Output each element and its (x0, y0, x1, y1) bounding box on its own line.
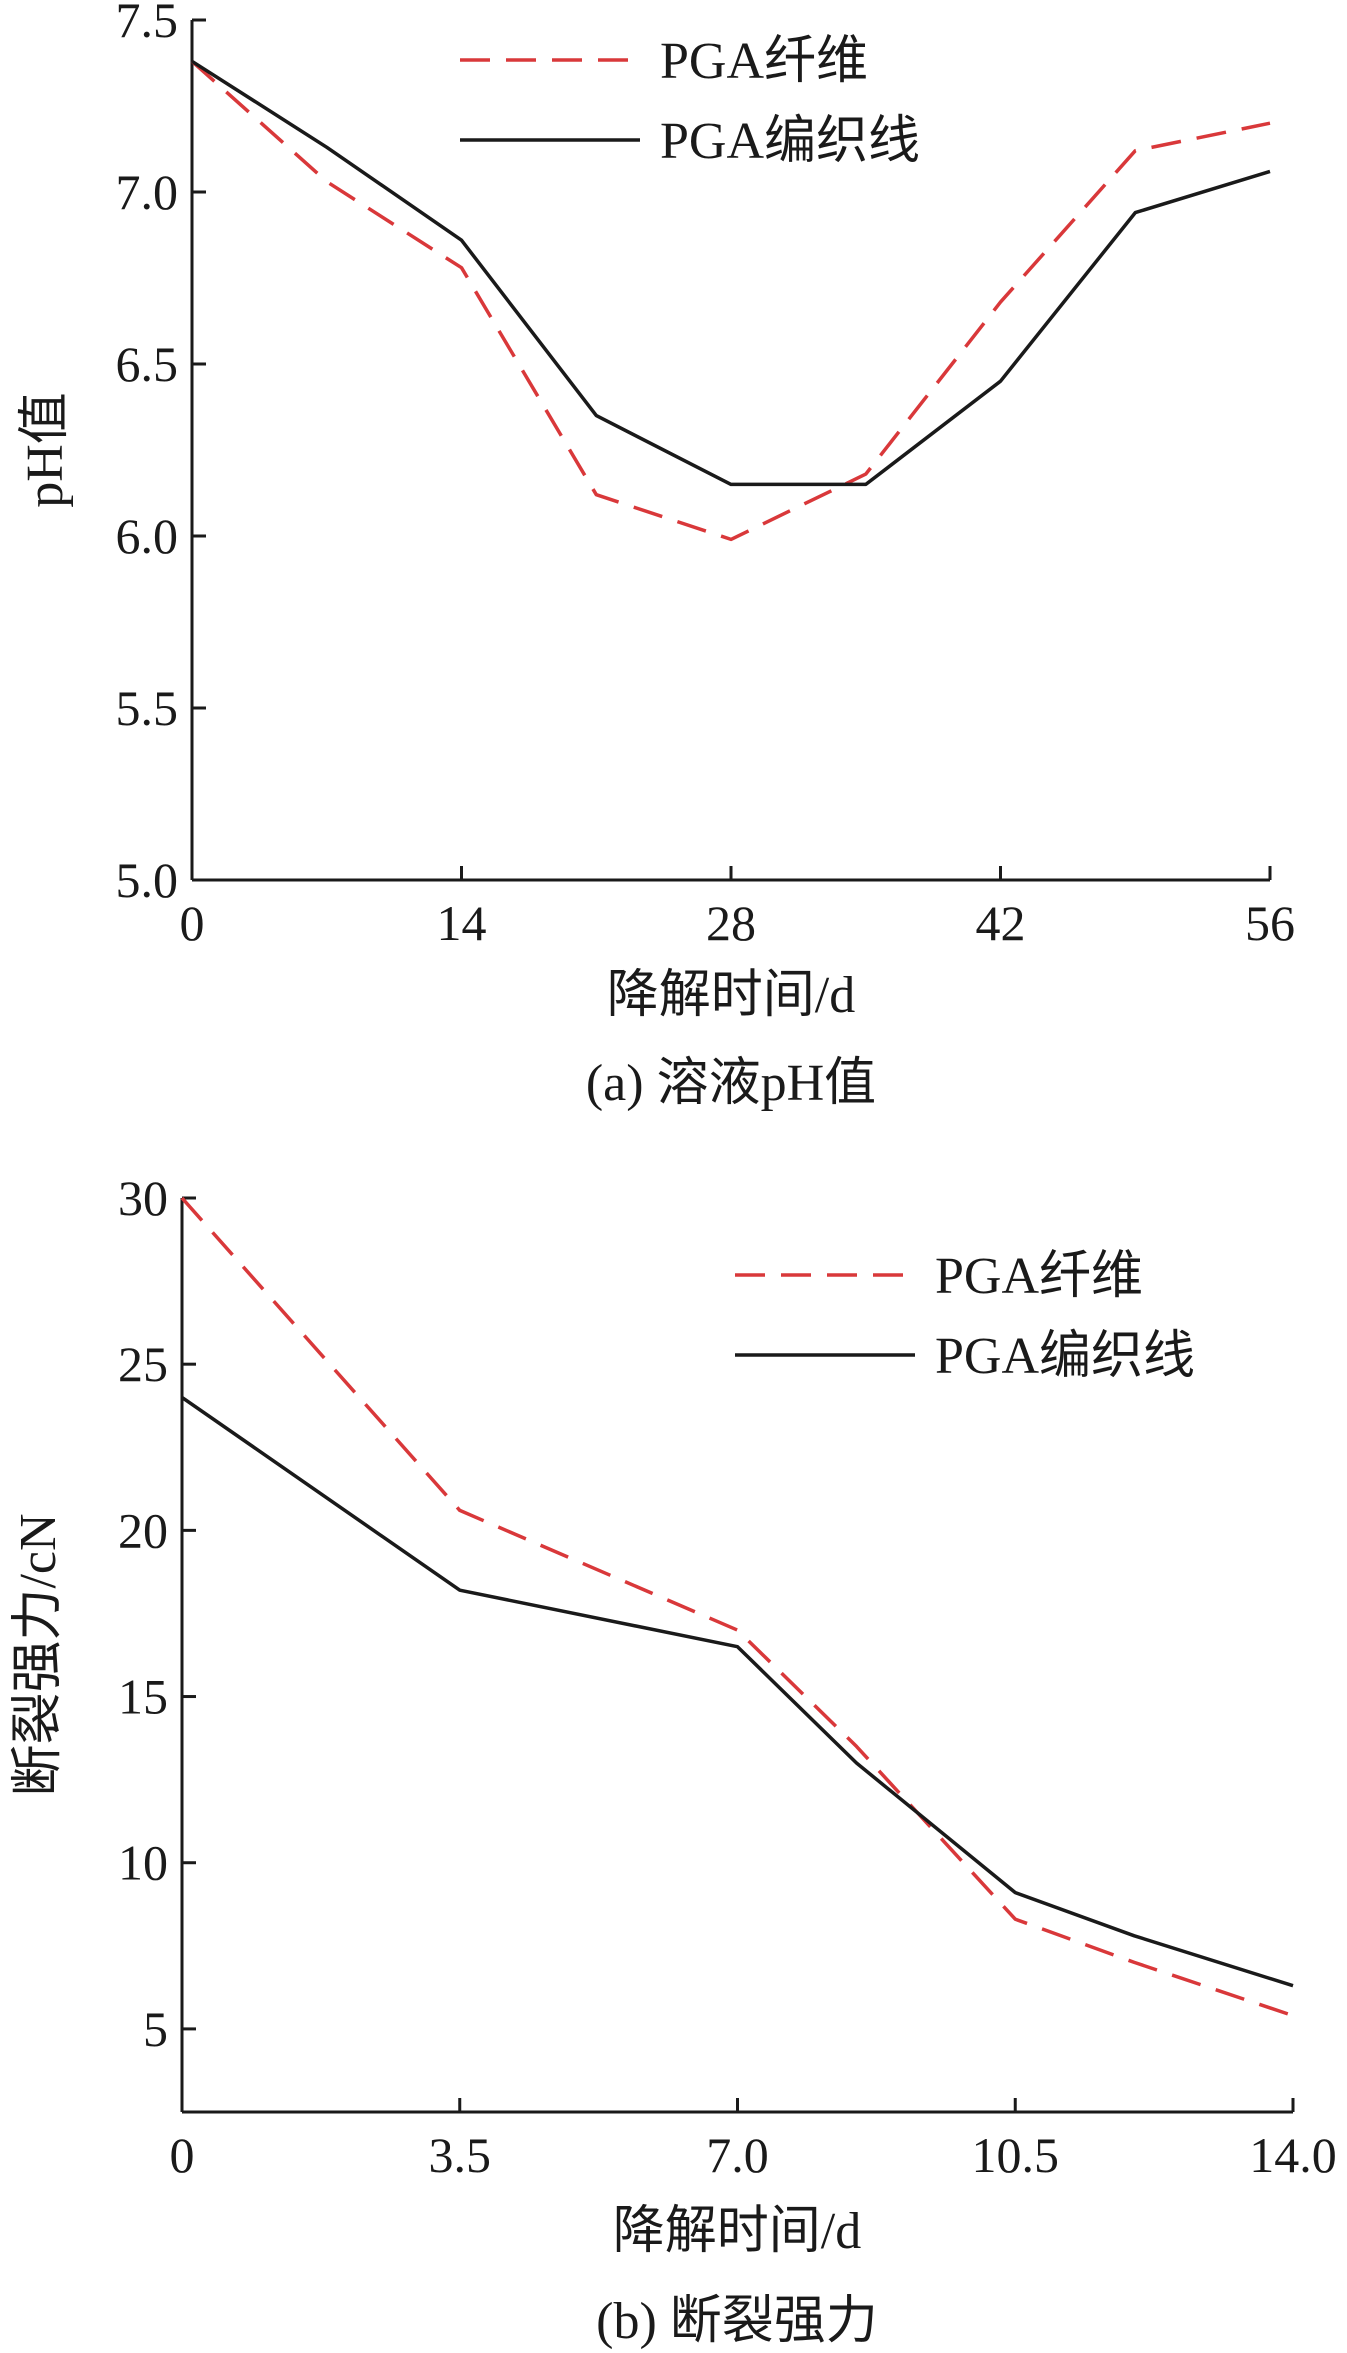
ph-legend-fiber-label: PGA纤维 (660, 33, 868, 90)
ph-series-fiber-line (190, 59, 1271, 542)
ph-series-lines (190, 59, 1271, 542)
ph-y-axis-title: pH值 (17, 392, 74, 508)
strength-y-tick-label: 20 (118, 1502, 168, 1558)
strength-x-tick-label: 14.0 (1249, 2127, 1337, 2183)
strength-x-tick-label: 0 (170, 2127, 195, 2183)
ph-y-tick-label: 7.0 (116, 164, 179, 220)
strength-series-lines (180, 1196, 1294, 2018)
strength-x-tick-label: 7.0 (706, 2127, 769, 2183)
ph-ticks: 0 14 28 42 56 5.0 5.5 6.0 6.5 7.0 7.5 (116, 0, 1296, 951)
strength-legend: PGA纤维 PGA编织线 (735, 1248, 1195, 1385)
ph-y-tick-label: 6.5 (116, 336, 179, 392)
strength-y-tick-label: 15 (118, 1669, 168, 1725)
strength-y-tick-label: 25 (118, 1336, 168, 1392)
ph-y-tick-label: 5.0 (116, 852, 179, 908)
strength-series-braid-line (181, 1395, 1294, 1988)
ph-y-tick-label: 5.5 (116, 680, 179, 736)
strength-legend-braid-label: PGA编织线 (935, 1328, 1195, 1385)
strength-x-tick-label: 3.5 (429, 2127, 492, 2183)
ph-series-braid-line (191, 59, 1271, 487)
ph-x-axis-title: 降解时间/d (607, 967, 855, 1024)
strength-y-axis-title: 断裂强力/cN (10, 1513, 67, 1796)
strength-legend-fiber-label: PGA纤维 (935, 1248, 1143, 1305)
strength-caption: (b) 断裂强力 (596, 2293, 878, 2350)
ph-caption: (a) 溶液pH值 (586, 1055, 876, 1112)
strength-y-tick-label: 10 (118, 1835, 168, 1891)
strength-series-fiber-line (180, 1196, 1294, 2018)
strength-ticks: 0 3.5 7.0 10.5 14.0 5 10 15 20 25 30 (118, 1170, 1337, 2183)
strength-y-tick-label: 30 (118, 1170, 168, 1226)
ph-legend-braid-label: PGA编织线 (660, 113, 920, 170)
ph-chart: 0 14 28 42 56 5.0 5.5 6.0 6.5 7.0 7.5 PGA纤维 PGA编织线… (17, 0, 1295, 1112)
ph-x-tick-label: 42 (976, 895, 1026, 951)
ph-y-tick-label: 6.0 (116, 508, 179, 564)
strength-x-tick-label: 10.5 (972, 2127, 1060, 2183)
ph-x-tick-label: 56 (1245, 895, 1295, 951)
ph-x-tick-label: 0 (180, 895, 205, 951)
ph-x-tick-label: 28 (706, 895, 756, 951)
strength-x-axis-title: 降解时间/d (613, 2203, 861, 2260)
ph-x-tick-label: 14 (437, 895, 487, 951)
ph-y-tick-label: 7.5 (116, 0, 179, 48)
strength-y-tick-label: 5 (143, 2001, 168, 2057)
ph-legend: PGA纤维 PGA编织线 (460, 33, 920, 170)
